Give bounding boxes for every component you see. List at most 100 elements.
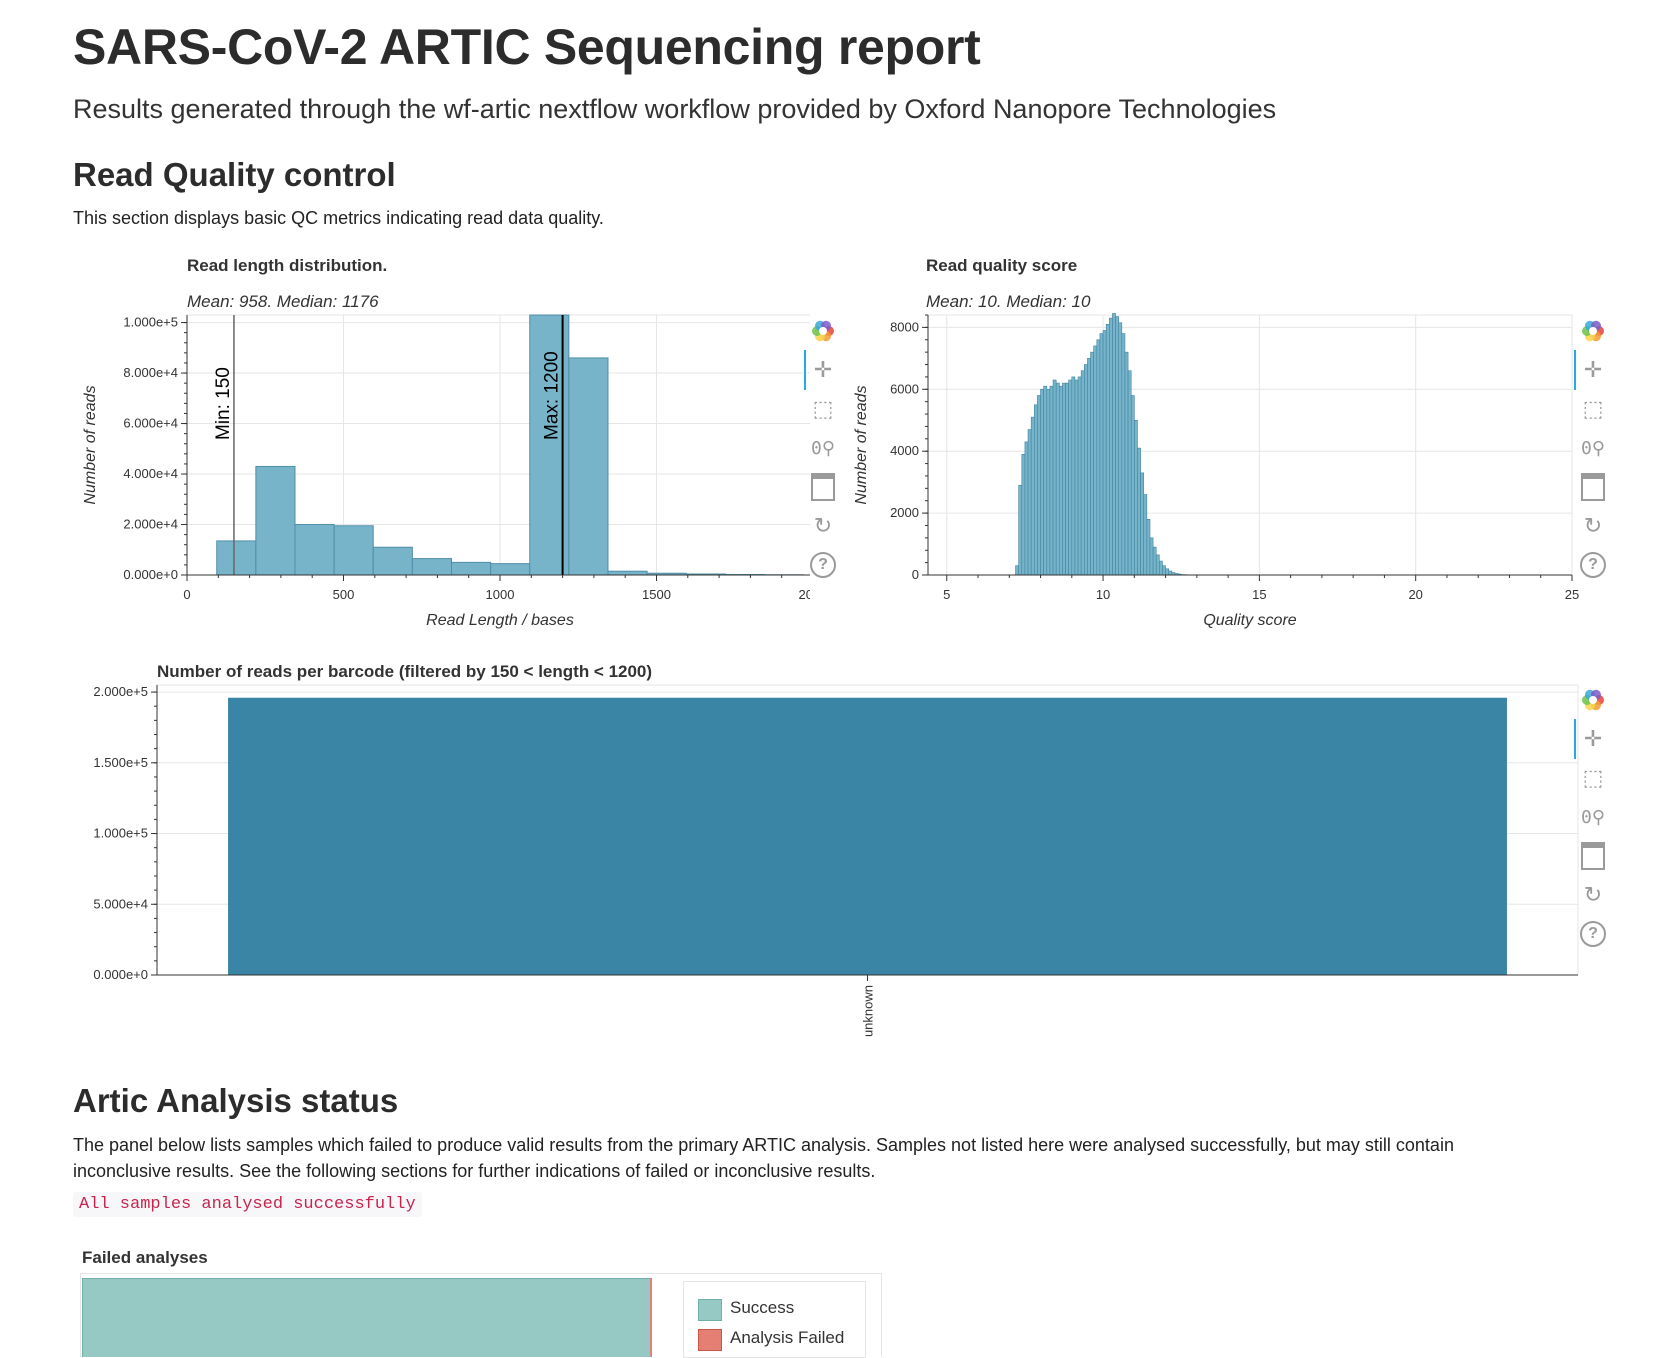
histogram-bar [1050, 386, 1053, 575]
wheel-zoom-icon[interactable]: 0⚲ [1578, 433, 1608, 463]
help-icon[interactable]: ? [1578, 919, 1608, 949]
histogram-bar [1112, 313, 1115, 575]
y-tick-label: 0 [912, 567, 919, 582]
histogram-bar [1144, 495, 1147, 575]
histogram-bar [1169, 571, 1172, 575]
x-tick-label: 15 [1252, 587, 1266, 602]
box-zoom-icon[interactable]: ⬚ [1578, 394, 1608, 424]
histogram-bar [1087, 358, 1090, 575]
barcode-bar-chart[interactable]: 0.000e+05.000e+41.000e+51.500e+52.000e+5… [60, 680, 1580, 1060]
read-length-chart-title: Read length distribution. [187, 256, 387, 276]
active-tool-indicator [1574, 719, 1576, 759]
y-tick-label: 4.000e+4 [123, 466, 178, 481]
bokeh-logo-icon[interactable] [808, 316, 838, 346]
histogram-bar [1037, 395, 1040, 575]
save-icon[interactable] [808, 472, 838, 502]
histogram-bar [1125, 352, 1128, 575]
x-tick-label: 0 [183, 587, 190, 602]
histogram-bar [1103, 330, 1106, 575]
histogram-bar [1025, 442, 1028, 575]
x-axis-label: Quality score [1203, 612, 1296, 629]
failed-analyses-legend: Success Analysis Failed [683, 1281, 866, 1358]
barcode-toolbar: ✛ ⬚ 0⚲ ↻? [1578, 685, 1608, 955]
pan-icon[interactable]: ✛ [1578, 355, 1608, 385]
histogram-bar [1053, 380, 1056, 575]
reset-icon[interactable]: ↻ [808, 511, 838, 541]
y-tick-label: 2000 [890, 505, 919, 520]
artic-description-line2: inconclusive results. See the following … [73, 1158, 875, 1184]
pan-icon[interactable]: ✛ [1578, 724, 1608, 754]
artic-heading: Artic Analysis status [73, 1082, 398, 1120]
barcode-chart-title: Number of reads per barcode (filtered by… [157, 662, 652, 682]
histogram-bar [1156, 555, 1159, 575]
histogram-bar [1059, 386, 1062, 575]
artic-description-line1: The panel below lists samples which fail… [73, 1132, 1454, 1158]
histogram-bar [1100, 334, 1103, 575]
x-tick-label: 5 [943, 587, 950, 602]
y-tick-label: 2.000e+4 [123, 517, 178, 532]
histogram-bar [1106, 324, 1109, 575]
legend-label-success: Success [730, 1298, 794, 1318]
histogram-bar [373, 547, 412, 575]
bokeh-logo-icon[interactable] [1578, 685, 1608, 715]
report-subtitle: Results generated through the wf-artic n… [73, 94, 1276, 125]
histogram-bar [1091, 352, 1094, 575]
wheel-zoom-icon[interactable]: 0⚲ [808, 433, 838, 463]
histogram-bar [1044, 386, 1047, 575]
reset-icon[interactable]: ↻ [1578, 511, 1608, 541]
failed-bar [650, 1278, 652, 1356]
save-icon[interactable] [1578, 472, 1608, 502]
histogram-bar [1116, 317, 1119, 575]
y-tick-label: 4000 [890, 443, 919, 458]
histogram-bar [412, 559, 451, 575]
legend-label-failed: Analysis Failed [730, 1328, 844, 1348]
histogram-bar [1019, 485, 1022, 575]
y-tick-label: 1.000e+5 [123, 315, 178, 330]
qc-description: This section displays basic QC metrics i… [73, 205, 604, 231]
y-tick-label: 5.000e+4 [93, 896, 148, 911]
histogram-bar [1028, 430, 1031, 575]
histogram-bar [1034, 405, 1037, 575]
read-length-chart-subtitle: Mean: 958. Median: 1176 [187, 292, 379, 312]
histogram-bar [1162, 566, 1165, 575]
histogram-bar [491, 564, 530, 575]
histogram-bar [1056, 383, 1059, 575]
histogram-bar [1016, 566, 1019, 575]
failed-analyses-title: Failed analyses [82, 1248, 208, 1268]
wheel-zoom-icon[interactable]: 0⚲ [1578, 802, 1608, 832]
histogram-bar [1141, 473, 1144, 575]
legend-swatch-success [698, 1299, 722, 1321]
histogram-bar [295, 525, 334, 575]
x-tick-label: 20 [1408, 587, 1422, 602]
barcode-bar [228, 698, 1507, 975]
histogram-bar [1078, 377, 1081, 575]
histogram-bar [1159, 561, 1162, 575]
y-axis-label: Number of reads [82, 385, 99, 504]
y-tick-label: 0.000e+0 [123, 567, 178, 582]
quality-chart-title: Read quality score [926, 256, 1077, 276]
histogram-bar [334, 526, 373, 575]
reset-icon[interactable]: ↻ [1578, 880, 1608, 910]
histogram-bar [1062, 383, 1065, 575]
box-zoom-icon[interactable]: ⬚ [808, 394, 838, 424]
marker-label: Min: 150 [213, 367, 234, 440]
marker-label: Max: 1200 [542, 351, 563, 440]
read-length-histogram[interactable]: 05001000150020000.000e+02.000e+44.000e+4… [70, 310, 810, 650]
help-icon[interactable]: ? [1578, 550, 1608, 580]
status-message: All samples analysed successfully [73, 1192, 422, 1217]
save-icon[interactable] [1578, 841, 1608, 871]
histogram-bar [1047, 389, 1050, 575]
bokeh-logo-icon[interactable] [1578, 316, 1608, 346]
histogram-bar [1069, 380, 1072, 575]
histogram-bar [1084, 365, 1087, 575]
success-bar [82, 1278, 652, 1357]
box-zoom-icon[interactable]: ⬚ [1578, 763, 1608, 793]
histogram-bar [1153, 547, 1156, 575]
active-tool-indicator [1574, 350, 1576, 390]
x-tick-label: 10 [1096, 587, 1110, 602]
help-icon[interactable]: ? [808, 550, 838, 580]
active-tool-indicator [804, 350, 806, 390]
pan-icon[interactable]: ✛ [808, 355, 838, 385]
qc-heading: Read Quality control [73, 156, 396, 194]
